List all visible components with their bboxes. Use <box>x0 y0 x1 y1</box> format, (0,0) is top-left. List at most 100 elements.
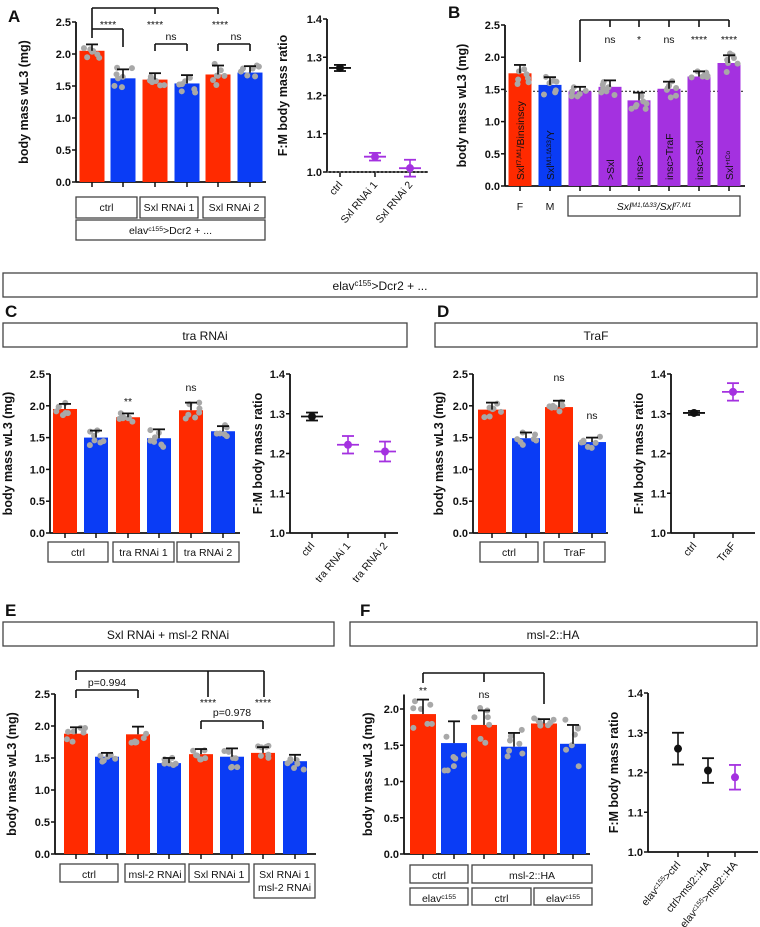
data-dot <box>482 739 489 746</box>
y-tick-label: 1.5 <box>453 433 468 445</box>
data-point <box>344 440 352 449</box>
bar-female <box>251 752 275 854</box>
chart-A_bar: 0.0 0.5 1.0 1.5 2.0 2.5 body mass wL3 (mg) ctrl… <box>17 17 266 241</box>
label-part: ctrl <box>82 869 96 881</box>
x-tick-label: ctrl <box>299 540 317 558</box>
category-label: TraF <box>564 547 586 559</box>
bar-male <box>84 437 108 533</box>
data-dot <box>638 92 645 99</box>
label-part: Sxl <box>617 201 632 213</box>
significance-brackets <box>75 7 730 729</box>
panel-letter-A: A <box>8 7 20 26</box>
data-dot <box>672 92 679 99</box>
data-dot <box>104 753 111 760</box>
data-dot <box>552 87 559 94</box>
data-dot <box>185 411 192 418</box>
data-dot <box>86 442 93 449</box>
data-dot <box>237 68 244 75</box>
data-dot <box>164 758 171 765</box>
bar-inner-label: Sxlf7,M1/Binsinscy <box>515 100 527 180</box>
y-tick-label: 0.0 <box>56 177 71 189</box>
y-tick-label: 0.5 <box>485 149 500 161</box>
data-dot <box>64 410 71 417</box>
data-dot <box>80 45 87 52</box>
bar-inner-label: SxlM1,fΔ33/Y <box>545 130 557 180</box>
data-dot <box>291 764 298 771</box>
category-box <box>139 196 199 219</box>
data-dot <box>497 408 504 415</box>
bar-mutant <box>717 62 741 186</box>
x-tick-label: ctrl <box>327 179 345 197</box>
category-label: Sxl RNAi 2 <box>209 202 260 214</box>
data-dot <box>632 103 639 110</box>
label-part: elav <box>129 225 149 237</box>
data-dot <box>228 763 235 770</box>
label-superscript: M1,fΔ33 <box>546 140 553 166</box>
data-dot <box>574 724 581 731</box>
data-dot <box>172 760 179 767</box>
y-tick-label: 1.3 <box>307 52 322 64</box>
data-dot <box>443 733 450 740</box>
significance-label: ns <box>185 382 196 394</box>
y-tick-label: 1.5 <box>35 753 50 765</box>
data-dot <box>140 735 147 742</box>
data-dot <box>129 418 136 425</box>
data-dot <box>410 705 417 712</box>
bar-male <box>578 442 606 533</box>
header-elav-dcr2: elavc155>Dcr2 + ... <box>333 279 428 294</box>
y-tick-label: 1.0 <box>453 464 468 476</box>
data-dot <box>112 755 119 762</box>
bar-mutant <box>598 86 622 186</box>
y-tick-label: 1.5 <box>485 84 500 96</box>
bar-male <box>512 438 540 533</box>
data-dot <box>97 752 104 759</box>
data-dot <box>223 433 230 440</box>
label-part: Sxl RNAi 1 <box>144 202 195 214</box>
bar-female <box>531 723 557 854</box>
significance-label: **** <box>721 34 737 46</box>
y-tick-label: 2.5 <box>56 17 71 29</box>
category-label: msl-2::HA <box>509 870 555 882</box>
bar-female <box>126 734 150 854</box>
chart-A_ratio: 1.0 1.1 1.2 1.3 1.4 F:M body mass ratio ctrl Sx… <box>276 14 428 226</box>
data-dot <box>486 404 493 411</box>
y-axis-title: F:M body mass ratio <box>607 711 621 833</box>
significance-label: ns <box>663 34 674 46</box>
y-axis-title: body mass wL3 (mg) <box>361 712 375 836</box>
y-tick-label: 1.0 <box>56 113 71 125</box>
bar-inner-label: >Sxl <box>605 159 617 180</box>
y-tick-label: 0.5 <box>384 813 399 825</box>
header-box-tra-rnai <box>2 322 408 348</box>
y-tick-label: 1.0 <box>270 528 285 540</box>
y-tick-label: 1.3 <box>628 728 643 740</box>
data-dot <box>514 81 521 88</box>
data-point <box>690 408 698 417</box>
bar-male <box>211 431 235 533</box>
bar-inner-label: Sxl+tCo <box>724 151 736 180</box>
data-dot <box>151 438 158 445</box>
y-tick-label: 0.0 <box>35 849 50 861</box>
category-box <box>75 219 266 241</box>
data-dot <box>667 94 674 101</box>
data-dot <box>202 755 209 762</box>
category-box <box>47 541 109 563</box>
y-tick-label: 0.0 <box>384 849 399 861</box>
data-dot <box>688 74 695 81</box>
category-label: ctrl <box>82 869 96 881</box>
bar-male <box>110 78 136 182</box>
data-dot <box>553 78 560 85</box>
label-part: /Sxl <box>656 201 675 213</box>
data-dot <box>257 752 264 759</box>
bar-female <box>205 74 231 182</box>
bar-male <box>220 756 244 854</box>
y-tick-label: 1.0 <box>35 785 50 797</box>
data-point <box>674 744 682 753</box>
label-part: msl-2 RNAi <box>128 869 181 881</box>
data-dot <box>559 402 566 409</box>
data-dot <box>300 766 307 773</box>
data-dot <box>265 754 272 761</box>
data-point <box>704 766 712 775</box>
data-dot <box>516 740 523 747</box>
y-tick-label: 1.5 <box>56 81 71 93</box>
data-dot <box>569 88 576 95</box>
